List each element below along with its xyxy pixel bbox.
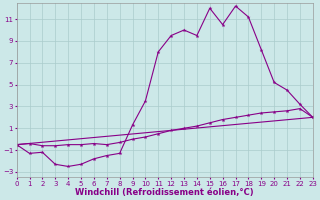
- X-axis label: Windchill (Refroidissement éolien,°C): Windchill (Refroidissement éolien,°C): [76, 188, 254, 197]
